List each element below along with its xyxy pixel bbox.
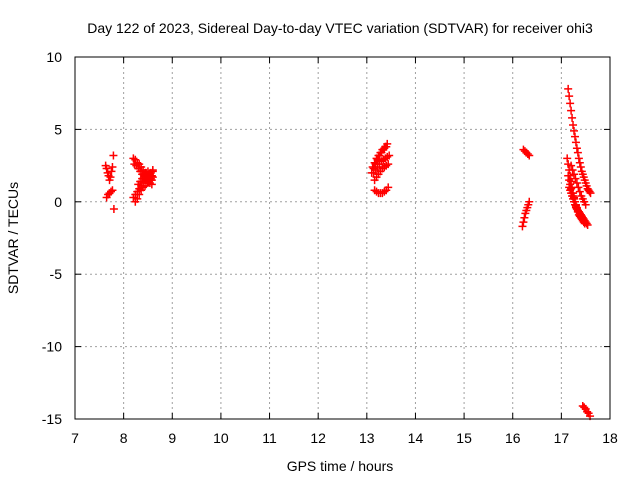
data-point xyxy=(106,173,115,182)
data-point xyxy=(102,164,111,173)
data-point xyxy=(569,121,578,130)
data-point xyxy=(573,148,582,157)
data-points xyxy=(101,84,595,421)
data-point xyxy=(520,213,529,222)
data-point xyxy=(135,190,144,199)
data-point xyxy=(568,165,577,174)
y-tick-label: 0 xyxy=(54,194,62,210)
data-point xyxy=(107,167,116,176)
x-tick-label: 17 xyxy=(554,430,570,446)
x-tick-label: 13 xyxy=(359,430,375,446)
data-point xyxy=(565,92,574,101)
data-point xyxy=(583,220,592,229)
data-point xyxy=(109,205,118,214)
grid-lines xyxy=(75,57,610,419)
data-point xyxy=(525,197,534,206)
data-point xyxy=(384,183,393,192)
y-tick-label: -15 xyxy=(42,411,62,427)
y-tick-label: 5 xyxy=(54,121,62,137)
data-point xyxy=(586,189,595,198)
x-tick-label: 16 xyxy=(505,430,521,446)
data-point xyxy=(574,154,583,163)
data-point xyxy=(567,161,576,170)
x-tick-label: 8 xyxy=(120,430,128,446)
y-axis-label: SDTVAR / TECUs xyxy=(5,182,21,294)
x-tick-label: 9 xyxy=(168,430,176,446)
data-point xyxy=(572,144,581,153)
data-point xyxy=(382,142,391,151)
data-point xyxy=(580,403,589,412)
data-point xyxy=(523,150,532,159)
plot-frame xyxy=(74,56,611,420)
data-point xyxy=(567,106,576,115)
x-tick-label: 14 xyxy=(408,430,424,446)
y-tick-label: 10 xyxy=(46,49,62,65)
data-point xyxy=(570,170,579,179)
data-point xyxy=(576,163,585,172)
data-point xyxy=(519,218,528,227)
data-point xyxy=(370,158,379,167)
data-point xyxy=(570,132,579,141)
data-point xyxy=(575,187,584,196)
data-point xyxy=(148,167,157,176)
data-point xyxy=(133,194,142,203)
x-axis-label: GPS time / hours xyxy=(287,458,394,474)
data-point xyxy=(564,84,573,93)
data-point xyxy=(581,200,590,209)
data-point xyxy=(565,176,574,185)
x-tick-label: 10 xyxy=(213,430,229,446)
x-tick-label: 11 xyxy=(262,430,277,446)
data-point xyxy=(572,178,581,187)
data-point xyxy=(570,126,579,135)
chart-title: Day 122 of 2023, Sidereal Day-to-day VTE… xyxy=(87,20,593,36)
data-point xyxy=(574,183,583,192)
data-point xyxy=(575,158,584,167)
x-tick-label: 18 xyxy=(602,430,618,446)
data-point xyxy=(384,160,393,169)
data-point xyxy=(518,222,527,231)
y-tick-label: -5 xyxy=(50,266,63,282)
data-point xyxy=(147,171,156,180)
data-point xyxy=(385,151,394,160)
data-point xyxy=(106,187,115,196)
data-point xyxy=(585,187,594,196)
data-point xyxy=(108,163,117,172)
data-point xyxy=(571,174,580,183)
x-tick-label: 15 xyxy=(456,430,472,446)
data-point xyxy=(564,171,573,180)
x-tick-label: 12 xyxy=(310,430,326,446)
tick-labels: 7 8 9 10 11 12 13 14 15 16 17 18 -15 -10 -5 0 5 10 xyxy=(42,49,618,446)
data-point xyxy=(109,151,118,160)
data-point xyxy=(108,186,117,195)
x-tick-label: 7 xyxy=(71,430,79,446)
data-point xyxy=(582,219,591,228)
y-tick-label: -10 xyxy=(42,339,62,355)
data-point xyxy=(571,138,580,147)
data-point xyxy=(525,151,534,160)
data-point xyxy=(568,113,577,122)
data-point xyxy=(563,154,572,163)
data-point xyxy=(583,407,592,416)
data-point xyxy=(566,99,575,108)
